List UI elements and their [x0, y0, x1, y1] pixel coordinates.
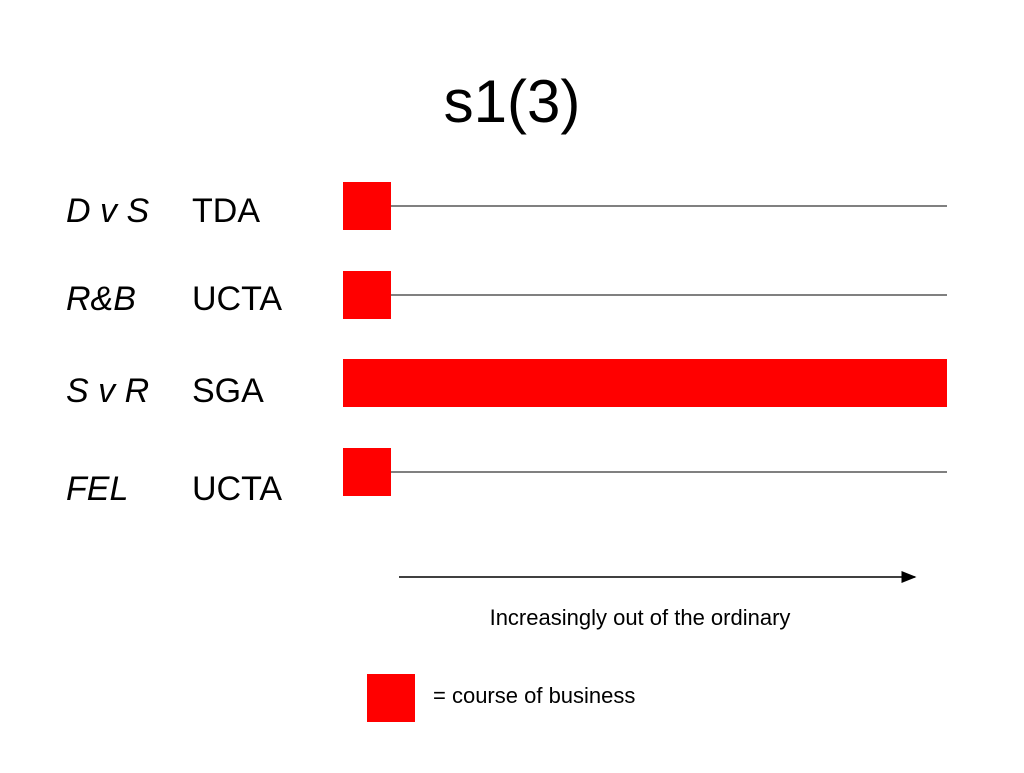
title: s1(3)	[444, 68, 581, 135]
red-box	[343, 271, 391, 319]
legend-label: = course of business	[433, 683, 635, 708]
statute: SGA	[192, 372, 264, 410]
red-bar	[343, 359, 947, 407]
legend-box	[367, 674, 415, 722]
red-box	[343, 448, 391, 496]
statute: TDA	[192, 192, 260, 230]
case-name: D v S	[66, 192, 149, 230]
statute: UCTA	[192, 470, 282, 508]
statute: UCTA	[192, 280, 282, 318]
red-box	[343, 182, 391, 230]
arrow-label: Increasingly out of the ordinary	[490, 605, 791, 630]
case-name: FEL	[66, 470, 128, 508]
case-name: R&B	[66, 280, 136, 318]
case-name: S v R	[66, 372, 149, 410]
